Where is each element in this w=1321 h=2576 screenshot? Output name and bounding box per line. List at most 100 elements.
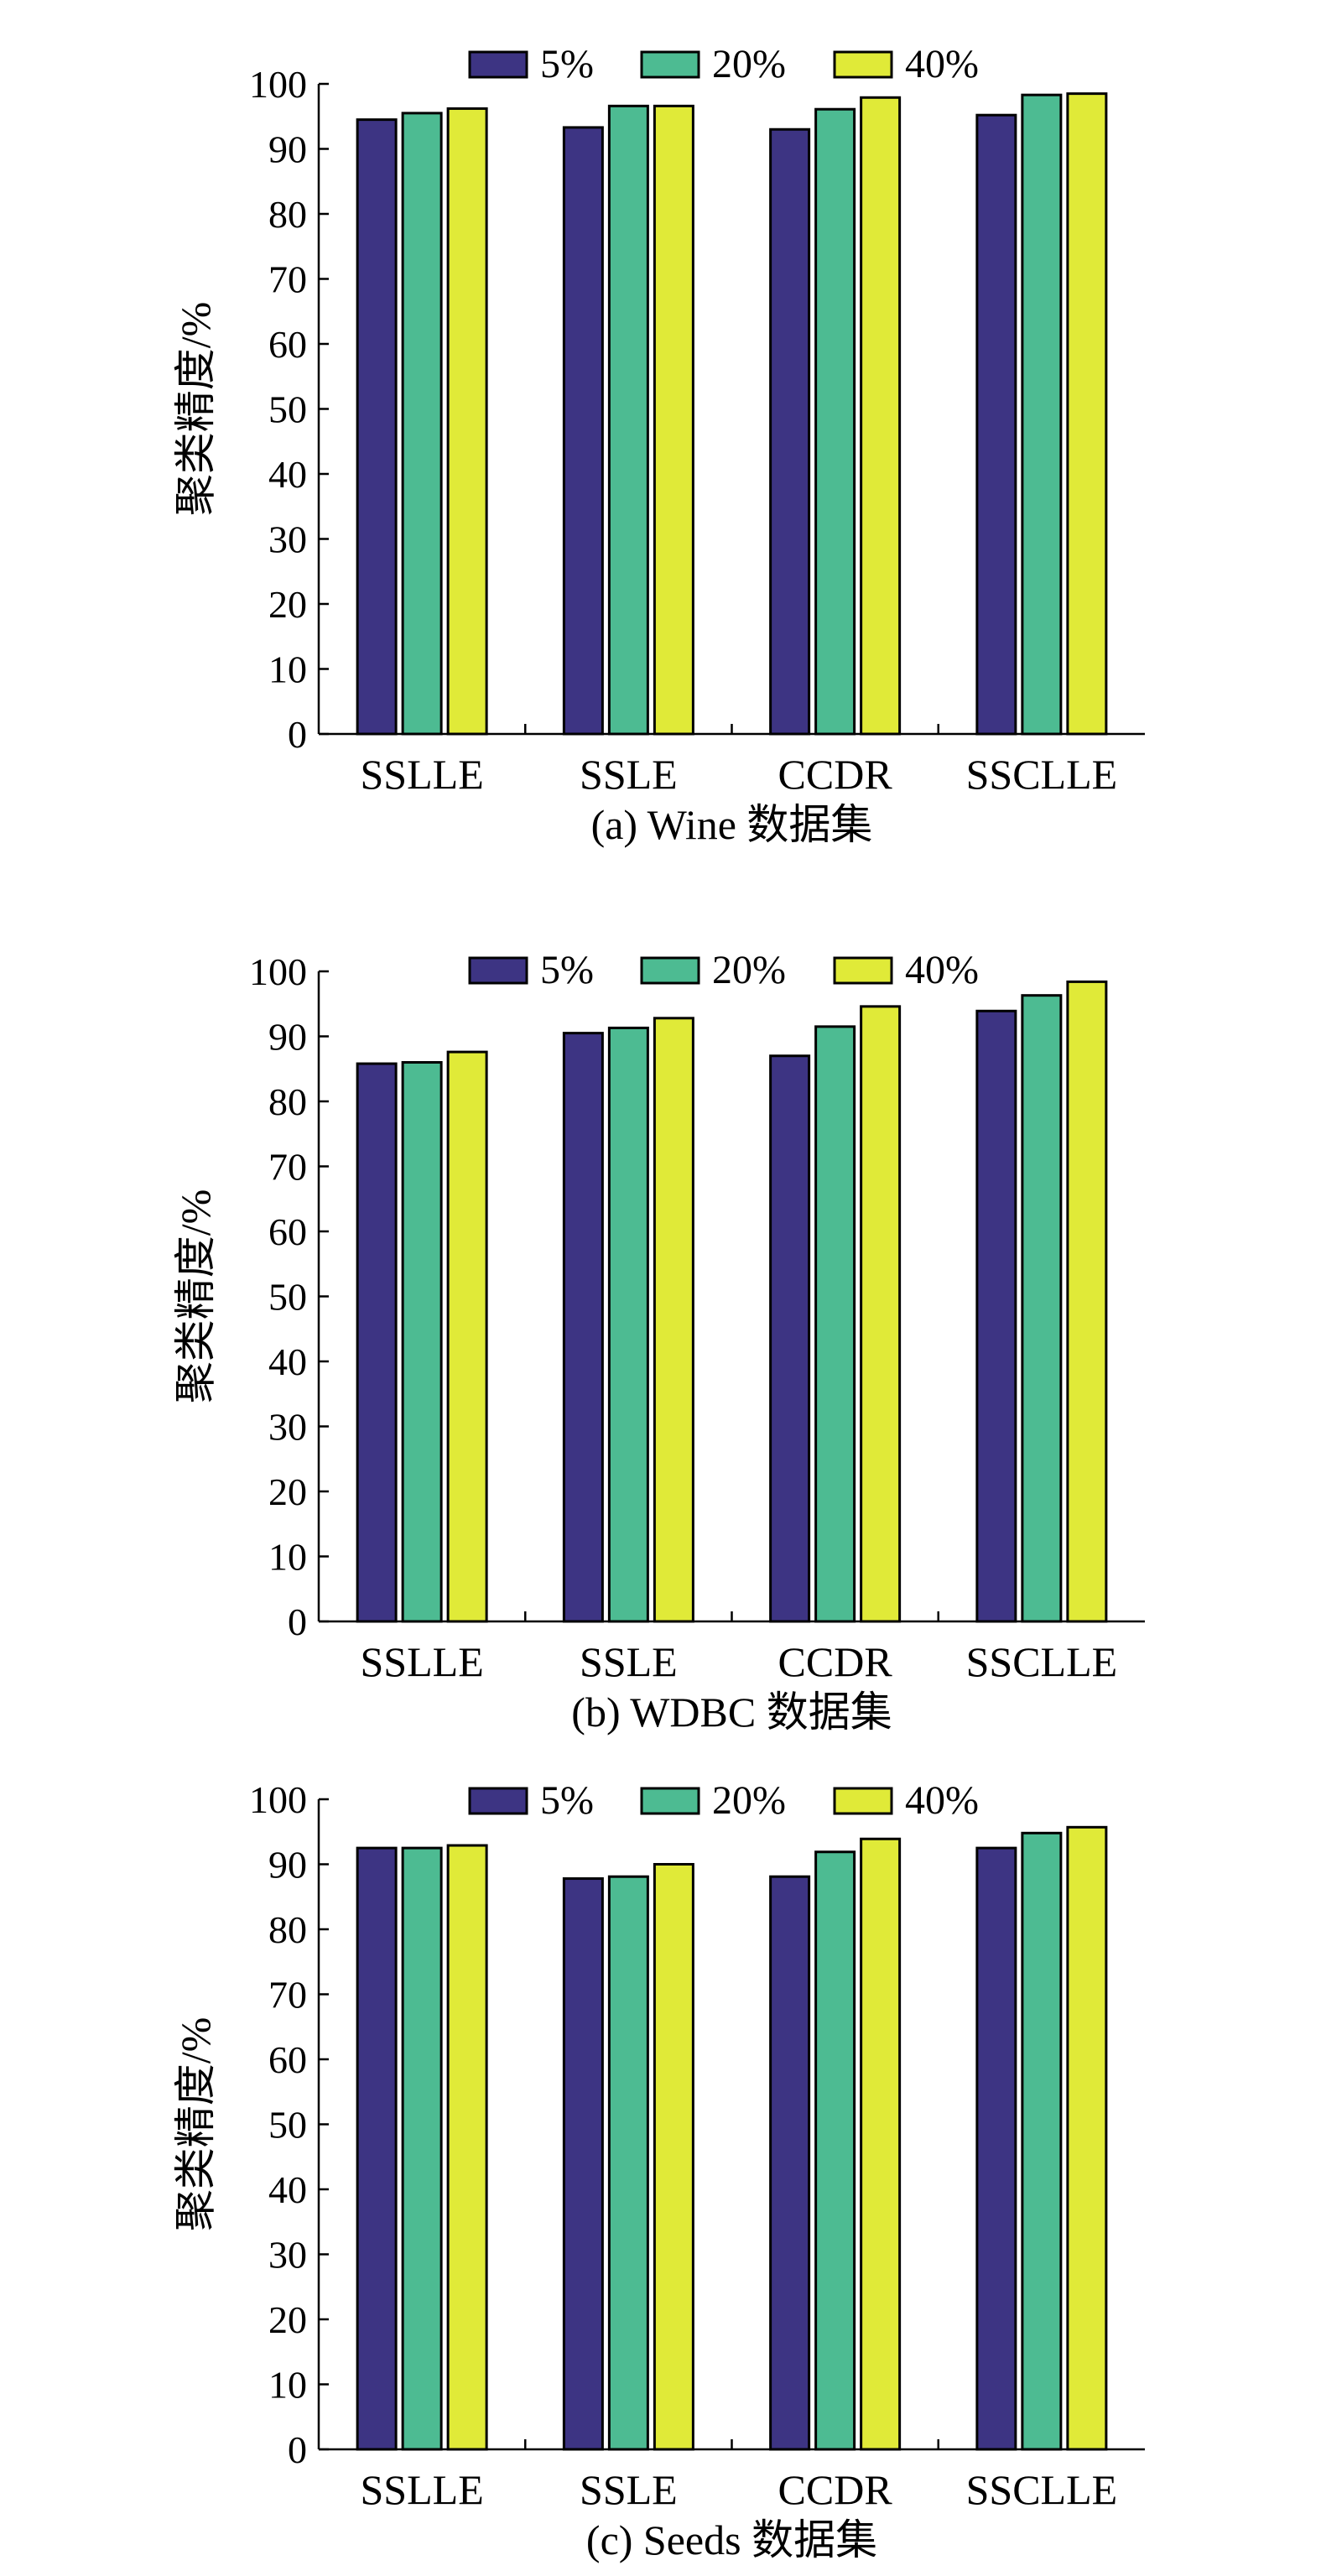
y-tick-label: 80 <box>268 193 307 236</box>
bar-sslle-20pct <box>401 1846 443 2451</box>
y-tick-label: 40 <box>268 1340 307 1383</box>
bar-ccdr-20pct <box>814 107 856 736</box>
bar-ssle-5pct <box>562 1032 604 1623</box>
bar-ssclle-20pct <box>1021 994 1063 1623</box>
y-tick-label: 10 <box>268 648 307 691</box>
x-category-label: CCDR <box>778 751 893 798</box>
y-axis-label: 聚类精度/% <box>172 302 219 517</box>
bar-ssclle-5pct <box>975 1846 1017 2451</box>
x-category-label: SSCLLE <box>966 1638 1118 1685</box>
bar-ssle-5pct <box>562 1877 604 2451</box>
bar-ccdr-5pct <box>769 1054 811 1623</box>
y-tick-label: 90 <box>268 1016 307 1059</box>
bar-ccdr-20pct <box>814 1025 856 1623</box>
x-category-label: SSLE <box>580 751 678 798</box>
legend-label: 5% <box>540 42 594 86</box>
y-tick-label: 60 <box>268 2038 307 2081</box>
y-tick-label: 0 <box>288 1600 307 1643</box>
y-tick-label: 50 <box>268 1276 307 1319</box>
y-tick-label: 20 <box>268 1470 307 1513</box>
bar-sslle-5pct <box>356 1062 398 1623</box>
legend-swatch <box>640 1787 700 1815</box>
legend-label: 20% <box>712 42 786 86</box>
legend-label: 20% <box>712 1778 786 1823</box>
legend-swatch <box>468 50 528 79</box>
y-tick-label: 30 <box>268 2234 307 2277</box>
y-tick-label: 10 <box>268 2364 307 2407</box>
x-category-label: SSLLE <box>361 1638 484 1685</box>
legend-label: 40% <box>905 948 979 992</box>
y-tick-label: 80 <box>268 1908 307 1951</box>
y-tick-label: 100 <box>249 1778 307 1821</box>
bar-ccdr-40pct <box>860 96 902 736</box>
chart-panel-2: 0 10 20 30 40 50 60 70 80 90 100 SSLLE SSLE CCDR SSCLL… <box>172 948 1145 1736</box>
bar-ssclle-5pct <box>975 1009 1017 1623</box>
y-tick-label: 50 <box>268 388 307 431</box>
bar-sslle-40pct <box>446 1050 488 1623</box>
y-tick-label: 10 <box>268 1536 307 1579</box>
y-tick-label: 50 <box>268 2104 307 2147</box>
x-category-label: SSLLE <box>361 751 484 798</box>
bar-ssle-5pct <box>562 126 604 736</box>
x-category-label: CCDR <box>778 2466 893 2513</box>
legend-label: 5% <box>540 948 594 992</box>
bar-sslle-5pct <box>356 1846 398 2451</box>
y-tick-label: 70 <box>268 1146 307 1189</box>
x-category-label: SSLE <box>580 1638 678 1685</box>
bar-ssle-20pct <box>607 104 649 736</box>
chart-panel-3: 0 10 20 30 40 50 60 70 80 90 100 SSLLE SSLE CCDR SSCLL… <box>172 1778 1145 2563</box>
legend-swatch <box>640 50 700 79</box>
x-category-label: SSLLE <box>361 2466 484 2513</box>
bar-sslle-40pct <box>446 1844 488 2451</box>
legend-swatch <box>833 956 893 985</box>
y-axis-label: 聚类精度/% <box>172 1189 219 1404</box>
y-tick-label: 100 <box>249 950 307 993</box>
bar-ssclle-20pct <box>1021 1831 1063 2451</box>
y-tick-label: 30 <box>268 1406 307 1449</box>
legend-label: 5% <box>540 1778 594 1823</box>
chart-caption: (b) WDBC 数据集 <box>571 1689 892 1736</box>
bar-ccdr-5pct <box>769 127 811 736</box>
y-tick-label: 60 <box>268 1210 307 1253</box>
y-tick-label: 90 <box>268 1844 307 1886</box>
y-tick-label: 20 <box>268 583 307 626</box>
x-category-label: CCDR <box>778 1638 893 1685</box>
bar-ssle-20pct <box>607 1875 649 2451</box>
x-category-label: SSCLLE <box>966 751 1118 798</box>
y-tick-label: 0 <box>288 2428 307 2471</box>
bar-ssclle-5pct <box>975 113 1017 736</box>
y-tick-label: 60 <box>268 323 307 366</box>
legend-swatch <box>833 1787 893 1815</box>
bar-ccdr-20pct <box>814 1850 856 2451</box>
bar-ssclle-40pct <box>1066 1825 1108 2451</box>
bar-ssclle-20pct <box>1021 93 1063 736</box>
y-tick-label: 70 <box>268 1974 307 2017</box>
y-tick-label: 40 <box>268 453 307 496</box>
bar-ssle-40pct <box>653 1863 694 2451</box>
y-tick-label: 90 <box>268 128 307 171</box>
legend-swatch <box>833 50 893 79</box>
y-axis-label: 聚类精度/% <box>172 2017 219 2232</box>
legend-swatch <box>468 956 528 985</box>
chart-caption: (a) Wine 数据集 <box>591 801 873 848</box>
x-category-label: SSCLLE <box>966 2466 1118 2513</box>
chart-panel-1: 0 10 20 30 40 50 60 70 80 90 100 SSLLE SSLE CCDR SSCLL… <box>172 42 1145 848</box>
legend-swatch <box>468 1787 528 1815</box>
y-tick-label: 100 <box>249 63 307 106</box>
bar-ssle-20pct <box>607 1026 649 1623</box>
bar-sslle-5pct <box>356 118 398 736</box>
bar-ssle-40pct <box>653 1017 694 1623</box>
bar-ccdr-5pct <box>769 1875 811 2451</box>
legend-label: 40% <box>905 1778 979 1823</box>
bar-sslle-20pct <box>401 1061 443 1623</box>
y-tick-label: 20 <box>268 2298 307 2341</box>
legend-label: 20% <box>712 948 786 992</box>
bar-sslle-40pct <box>446 107 488 736</box>
legend-label: 40% <box>905 42 979 86</box>
y-tick-label: 40 <box>268 2168 307 2211</box>
bar-ssclle-40pct <box>1066 92 1108 736</box>
chart-caption: (c) Seeds 数据集 <box>586 2516 877 2563</box>
bar-sslle-20pct <box>401 112 443 736</box>
bar-ssclle-40pct <box>1066 980 1108 1623</box>
